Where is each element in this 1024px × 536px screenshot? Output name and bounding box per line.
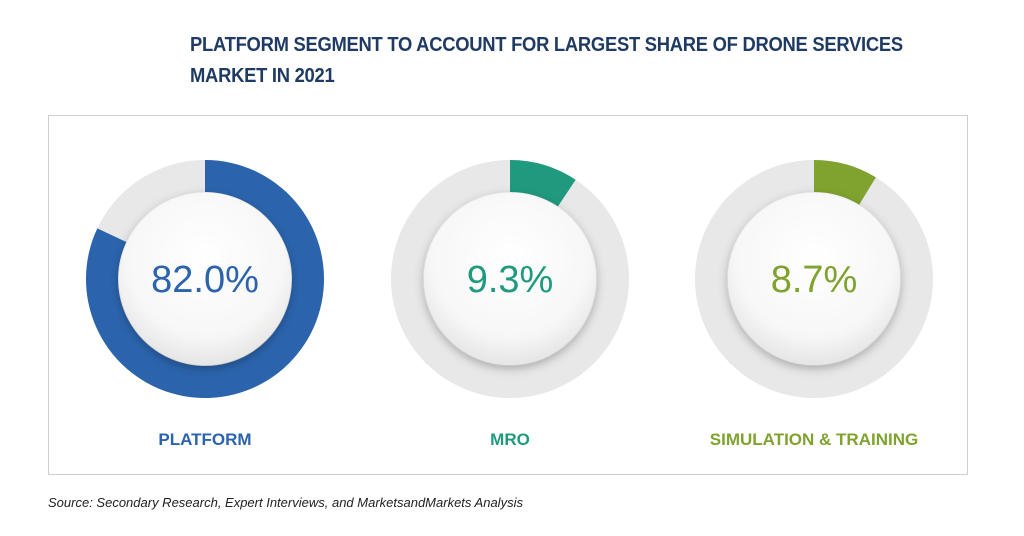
donut-2: 8.7% SIMULATION & TRAINING bbox=[695, 160, 933, 449]
value-label: 9.3% bbox=[467, 259, 554, 301]
donut-slice bbox=[814, 160, 876, 205]
category-label: MRO bbox=[490, 430, 530, 449]
value-label: 8.7% bbox=[771, 259, 858, 301]
value-label: 82.0% bbox=[151, 259, 259, 301]
source-note: Source: Secondary Research, Expert Inter… bbox=[48, 495, 523, 510]
chart-title: PLATFORM SEGMENT TO ACCOUNT FOR LARGEST … bbox=[190, 34, 903, 87]
category-label: PLATFORM bbox=[158, 430, 251, 449]
donut-1: 9.3% MRO bbox=[391, 160, 629, 449]
donut-0: 82.0% PLATFORM bbox=[86, 160, 325, 449]
donut-center bbox=[119, 193, 291, 365]
category-label: SIMULATION & TRAINING bbox=[710, 430, 918, 449]
donut-slice bbox=[510, 160, 576, 207]
donut-center bbox=[728, 193, 900, 365]
donut-center bbox=[424, 193, 596, 365]
